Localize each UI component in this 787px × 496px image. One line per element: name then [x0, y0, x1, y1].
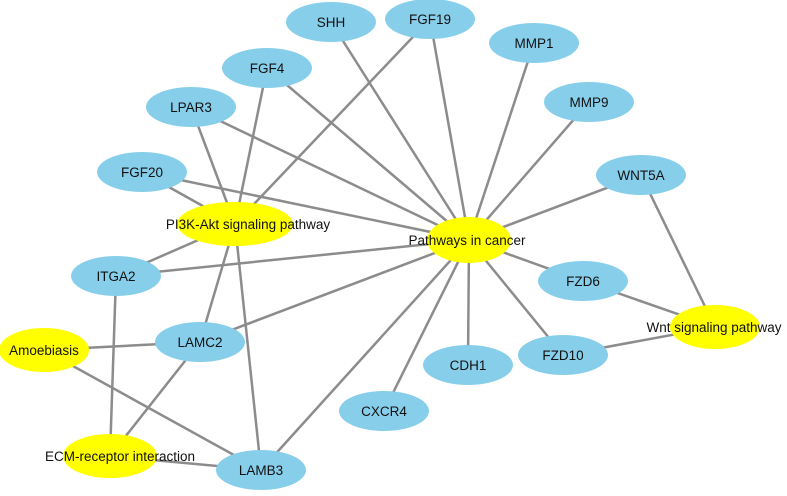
edge-fgf19-cancer — [430, 19, 469, 240]
edge-fgf4-pi3k — [235, 68, 267, 224]
node-shh-label: SHH — [317, 15, 346, 30]
edge-itga2-ecm — [110, 276, 116, 456]
node-lpar3: LPAR3 — [146, 87, 236, 127]
node-cdh1: CDH1 — [423, 345, 513, 385]
node-wnt-label: Wnt signaling pathway — [646, 320, 781, 335]
node-itga2-label: ITGA2 — [96, 269, 135, 284]
node-mmp9: MMP9 — [544, 82, 634, 122]
node-mmp1: MMP1 — [489, 23, 579, 63]
node-wnt5a: WNT5A — [596, 155, 686, 195]
node-pi3k-label: PI3K-Akt signaling pathway — [166, 217, 331, 232]
node-lamb3-label: LAMB3 — [239, 463, 283, 478]
node-fgf19: FGF19 — [385, 0, 475, 39]
node-fzd6: FZD6 — [538, 261, 628, 301]
node-pi3k: PI3K-Akt signaling pathway — [166, 202, 331, 246]
node-wnt: Wnt signaling pathway — [646, 305, 781, 349]
node-cdh1-label: CDH1 — [450, 358, 487, 373]
node-fzd10-label: FZD10 — [542, 348, 583, 363]
node-cxcr4: CXCR4 — [339, 391, 429, 431]
edge-cxcr4-cancer — [384, 240, 469, 411]
node-ecm-label: ECM-receptor interaction — [45, 449, 195, 464]
node-fgf4: FGF4 — [222, 48, 312, 88]
node-shh: SHH — [286, 2, 376, 42]
node-fgf20: FGF20 — [97, 152, 187, 192]
node-lpar3-label: LPAR3 — [170, 100, 212, 115]
node-lamc2: LAMC2 — [155, 322, 245, 362]
node-fgf19-label: FGF19 — [409, 12, 451, 27]
node-fzd6-label: FZD6 — [566, 274, 600, 289]
node-mmp1-label: MMP1 — [514, 36, 553, 51]
node-lamc2-label: LAMC2 — [177, 335, 222, 350]
node-amoebiasis-label: Amoebiasis — [9, 343, 79, 358]
edge-lamc2-cancer — [200, 240, 469, 342]
node-fgf4-label: FGF4 — [250, 61, 285, 76]
node-ecm: ECM-receptor interaction — [45, 434, 195, 478]
node-itga2: ITGA2 — [71, 256, 161, 296]
node-fgf20-label: FGF20 — [121, 165, 163, 180]
node-wnt5a-label: WNT5A — [617, 168, 664, 183]
edge-fgf4-cancer — [267, 68, 469, 240]
node-fzd10: FZD10 — [518, 335, 608, 375]
node-cancer-label: Pathways in cancer — [408, 233, 526, 248]
node-mmp9-label: MMP9 — [569, 95, 608, 110]
node-lamb3: LAMB3 — [216, 450, 306, 490]
edge-mmp1-cancer — [469, 43, 534, 240]
node-cxcr4-label: CXCR4 — [361, 404, 407, 419]
node-amoebiasis: Amoebiasis — [0, 328, 89, 372]
